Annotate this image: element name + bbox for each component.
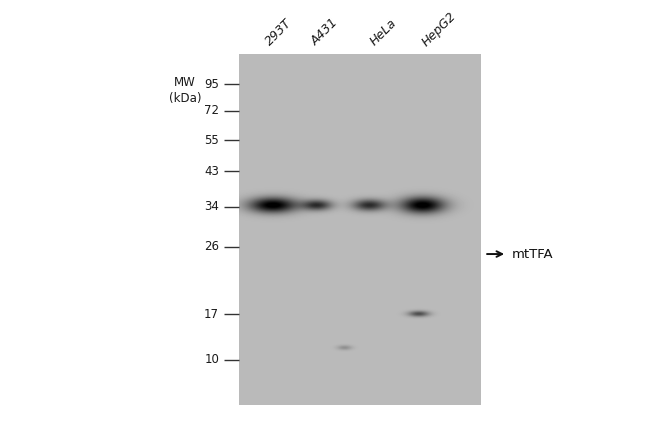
Text: A431: A431 [309, 16, 341, 49]
Text: 17: 17 [204, 308, 219, 321]
Text: 26: 26 [204, 241, 219, 253]
Text: 95: 95 [204, 78, 219, 91]
Text: mtTFA: mtTFA [512, 248, 553, 260]
Text: MW
(kDa): MW (kDa) [169, 76, 202, 105]
Text: 293T: 293T [263, 17, 295, 49]
Text: HeLa: HeLa [367, 17, 399, 49]
Text: 43: 43 [204, 165, 219, 178]
Text: HepG2: HepG2 [419, 9, 459, 49]
Text: 10: 10 [204, 353, 219, 366]
Text: 34: 34 [204, 200, 219, 213]
Text: 55: 55 [204, 134, 219, 146]
Text: 72: 72 [204, 104, 219, 117]
